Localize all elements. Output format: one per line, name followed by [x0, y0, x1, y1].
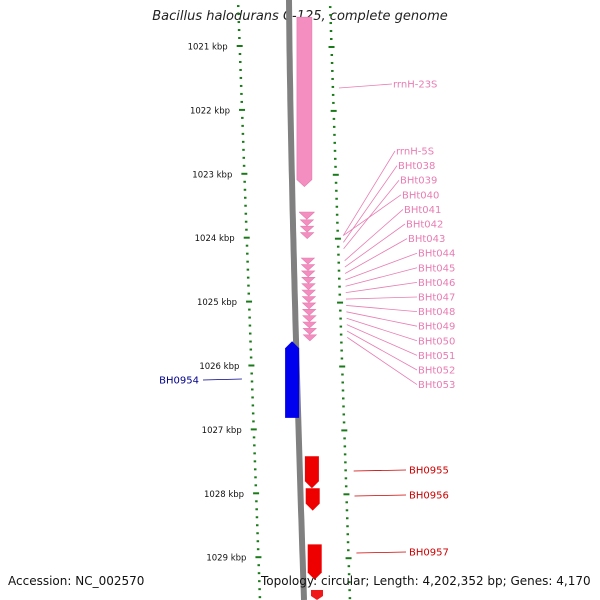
- label-leader: [343, 179, 400, 250]
- feature-bht044[interactable]: [301, 276, 316, 284]
- genome-summary: Topology: circular; Length: 4,202,352 bp…: [261, 574, 591, 588]
- accession-label: Accession: NC_002570: [8, 574, 145, 588]
- feature-bht047[interactable]: [301, 296, 317, 303]
- label-leader: [338, 83, 393, 89]
- scale-tick-label: 1029 kbp: [206, 554, 246, 564]
- label-bht045[interactable]: BHt045: [418, 263, 455, 274]
- label-leader: [345, 296, 418, 300]
- label-bht050[interactable]: BHt050: [418, 336, 455, 347]
- label-leader: [343, 165, 398, 243]
- label-leader: [344, 209, 404, 262]
- scale-ticks: 1021 kbp 1022 kbp 1023 kbp 1024 kbp 1025 kbp…: [188, 5, 352, 600]
- feature-bht051[interactable]: [302, 321, 317, 329]
- label-leader: [346, 317, 418, 342]
- map-title: Bacillus halodurans C-125, complete geno…: [152, 9, 448, 24]
- label-bh0957[interactable]: BH0957: [409, 548, 449, 559]
- label-leader: [347, 337, 418, 385]
- scale-tick-label: 1026 kbp: [199, 362, 239, 372]
- label-bht041[interactable]: BHt041: [404, 205, 441, 216]
- feature-rrnh-23s[interactable]: [296, 16, 313, 188]
- feature-bht045[interactable]: [301, 283, 316, 291]
- label-bht053[interactable]: BHt053: [418, 380, 455, 391]
- label-bht044[interactable]: BHt044: [418, 249, 455, 260]
- label-bht043[interactable]: BHt043: [408, 234, 445, 245]
- label-leader: [345, 267, 418, 287]
- gene-bh0955[interactable]: [304, 456, 319, 489]
- length-label: Length: 4,202,352 bp: [373, 574, 503, 588]
- label-leader: [344, 238, 408, 274]
- scale-tick-label: 1022 kbp: [190, 106, 230, 116]
- scale-tick-label: 1023 kbp: [192, 170, 232, 180]
- scale-tick-label: 1025 kbp: [197, 298, 237, 308]
- label-bh0956[interactable]: BH0956: [409, 491, 449, 502]
- topology-label: Topology: circular: [261, 574, 366, 588]
- label-bht040[interactable]: BHt040: [402, 190, 439, 201]
- label-bht051[interactable]: BHt051: [418, 351, 455, 362]
- gene-bh0956[interactable]: [305, 488, 320, 511]
- label-leader: [342, 150, 396, 236]
- feature-layer[interactable]: [285, 16, 323, 600]
- label-bht039[interactable]: BHt039: [400, 176, 437, 187]
- feature-bht040[interactable]: [299, 232, 315, 240]
- label-bht047[interactable]: BHt047: [418, 293, 455, 304]
- feature-bht049[interactable]: [301, 308, 317, 316]
- label-bh0955[interactable]: BH0955: [409, 466, 449, 477]
- label-leader: [353, 469, 407, 472]
- feature-bht038[interactable]: [299, 219, 315, 227]
- scale-tick-label: 1024 kbp: [195, 234, 235, 244]
- scale-tick-label: 1021 kbp: [188, 43, 228, 53]
- summary-separator: ;: [502, 574, 511, 588]
- summary-separator: ;: [365, 574, 374, 588]
- label-leader: [343, 194, 402, 236]
- gene-bh0954[interactable]: [285, 341, 300, 418]
- feature-bht041[interactable]: [300, 257, 316, 265]
- label-leader: [354, 494, 407, 497]
- label-leader: [346, 324, 418, 356]
- feature-bht053[interactable]: [302, 334, 318, 342]
- label-leader: [356, 551, 407, 554]
- label-leader: [202, 378, 242, 381]
- label-bht052[interactable]: BHt052: [418, 366, 455, 377]
- label-leader: [346, 330, 418, 371]
- gene-bh0957[interactable]: [307, 544, 322, 580]
- label-bht049[interactable]: BHt049: [418, 322, 455, 333]
- feature-bht039[interactable]: [299, 225, 315, 233]
- label-leader: [345, 252, 418, 281]
- gene-fragment: [311, 590, 323, 600]
- label-bht038[interactable]: BHt038: [398, 161, 435, 172]
- feature-rrnh-5s[interactable]: [298, 211, 315, 220]
- label-bh0954[interactable]: BH0954: [159, 376, 199, 387]
- scale-tick-label: 1028 kbp: [204, 490, 244, 500]
- label-bht046[interactable]: BHt046: [418, 278, 455, 289]
- feature-bht046[interactable]: [301, 289, 316, 297]
- backbone-arc: [286, 0, 307, 600]
- label-leader: [346, 311, 418, 327]
- label-leader: [345, 282, 418, 294]
- label-leader: [344, 223, 406, 268]
- label-rrnh-5s[interactable]: rrnH-5S: [396, 147, 434, 158]
- feature-bht043[interactable]: [300, 270, 316, 278]
- feature-bht048[interactable]: [301, 302, 317, 310]
- label-bht048[interactable]: BHt048: [418, 307, 455, 318]
- label-leader: [346, 305, 418, 312]
- feature-bht052[interactable]: [302, 328, 317, 335]
- feature-bht042[interactable]: [300, 264, 316, 271]
- label-rrnh-23s[interactable]: rrnH-23S: [393, 80, 437, 91]
- feature-labels[interactable]: rrnH-23S rrnH-5S BHt038 BHt039 BHt040 BHt041 B…: [159, 80, 455, 559]
- feature-bht050[interactable]: [302, 315, 317, 323]
- scale-tick-label: 1027 kbp: [202, 426, 242, 436]
- label-bht042[interactable]: BHt042: [406, 220, 443, 231]
- genes-label: Genes: 4,170: [510, 574, 591, 588]
